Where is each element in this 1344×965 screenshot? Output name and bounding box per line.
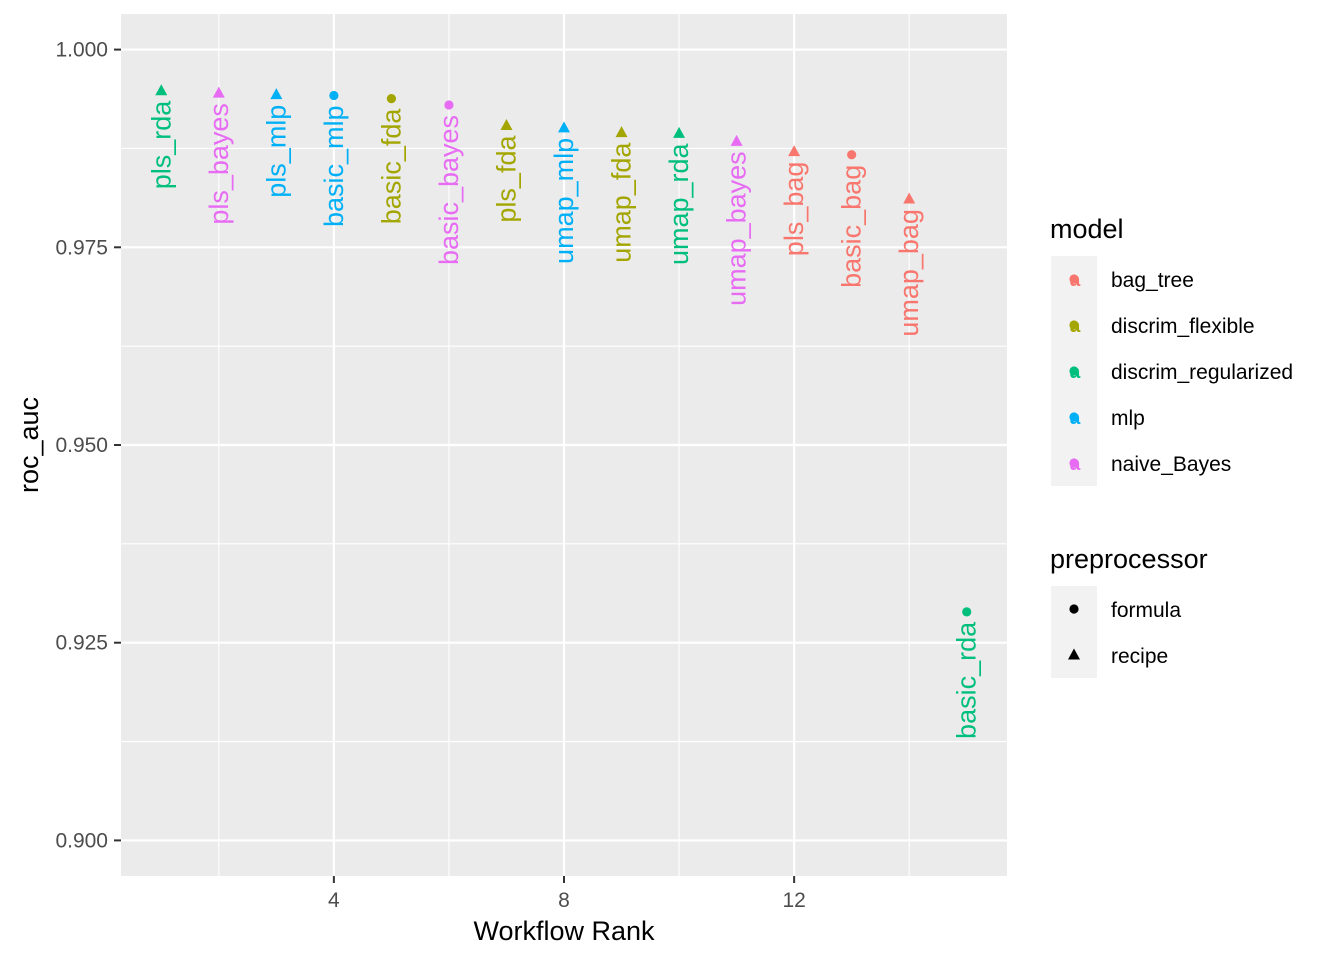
point-label: umap_rda	[664, 142, 694, 265]
point-label: pls_mlp	[261, 105, 291, 198]
legend-point-circle	[1069, 604, 1079, 614]
major-gridlines	[121, 14, 1007, 876]
data-point-circle	[329, 90, 339, 101]
data-point-circle	[847, 150, 857, 160]
y-tick-label: 0.975	[55, 236, 108, 259]
x-tick-label: 8	[558, 889, 570, 912]
preprocessor-legend-title: preprocessor	[1050, 544, 1208, 574]
legend-label: recipe	[1111, 645, 1168, 668]
point-label: umap_fda	[607, 142, 637, 263]
legend-label: discrim_flexible	[1111, 315, 1255, 338]
x-tick-label: 4	[328, 889, 340, 912]
data-point-triangle	[673, 126, 686, 138]
legend-label: formula	[1111, 599, 1181, 622]
legend-point-circle	[1069, 274, 1079, 284]
point-label: pls_rda	[146, 100, 176, 190]
data-point-triangle	[212, 86, 225, 98]
point-label: umap_mlp	[549, 138, 579, 264]
data-points	[155, 84, 972, 617]
point-label: basic_rda	[952, 621, 982, 739]
point-label: basic_bag	[837, 165, 867, 288]
legend-label: bag_tree	[1111, 269, 1194, 292]
y-axis: 0.900 0.925 0.950 0.975 1.000	[55, 39, 121, 852]
data-point-triangle	[270, 88, 283, 100]
legend-label: naive_Bayes	[1111, 453, 1231, 476]
y-tick-label: 0.900	[55, 829, 108, 852]
y-tick-label: 0.925	[55, 632, 108, 655]
data-point-triangle	[558, 121, 570, 133]
data-point-triangle	[903, 192, 916, 204]
legend-point-circle	[1069, 458, 1079, 468]
data-point-circle	[444, 100, 454, 110]
data-point-triangle	[615, 126, 628, 138]
y-tick-label: 0.950	[55, 434, 108, 457]
legend-label-glyph: a	[1070, 270, 1081, 291]
legend-label: mlp	[1111, 407, 1145, 430]
legend-label-glyph: a	[1070, 316, 1081, 337]
point-label: basic_mlp	[319, 105, 349, 227]
data-point-triangle	[730, 134, 743, 146]
y-tick-label: 1.000	[55, 39, 108, 62]
x-tick-label: 12	[782, 889, 805, 912]
point-label: basic_fda	[376, 108, 406, 225]
point-label: umap_bag	[894, 209, 924, 337]
data-point-triangle	[788, 145, 801, 157]
point-label: pls_bayes	[204, 103, 234, 225]
legend-label: discrim_regularized	[1111, 361, 1293, 384]
y-axis-title: roc_auc	[14, 397, 44, 493]
point-label: basic_bayes	[434, 115, 464, 265]
legend-point-triangle	[1068, 648, 1080, 660]
data-point-triangle	[155, 84, 168, 96]
legend-point-circle	[1069, 366, 1079, 376]
preprocessor-legend: preprocessor formula recipe	[1050, 544, 1208, 678]
point-label: pls_fda	[491, 135, 521, 223]
legend-label-glyph: a	[1070, 454, 1081, 475]
point-labels: pls_rda pls_bayes pls_mlp basic_mlp basic_fd…	[146, 100, 981, 739]
x-axis-title: Workflow Rank	[473, 916, 655, 946]
data-point-circle	[962, 607, 972, 617]
legend-label-glyph: a	[1070, 362, 1081, 383]
legend-point-circle	[1069, 320, 1079, 330]
model-legend-title: model	[1050, 214, 1124, 244]
x-axis: 4 8 12	[328, 876, 806, 912]
data-point-triangle	[500, 119, 513, 131]
legend-point-circle	[1069, 412, 1079, 422]
legend-label-glyph: a	[1070, 408, 1081, 429]
data-point-circle	[386, 94, 397, 104]
point-label: pls_bag	[779, 162, 809, 257]
point-label: umap_bayes	[722, 151, 752, 306]
